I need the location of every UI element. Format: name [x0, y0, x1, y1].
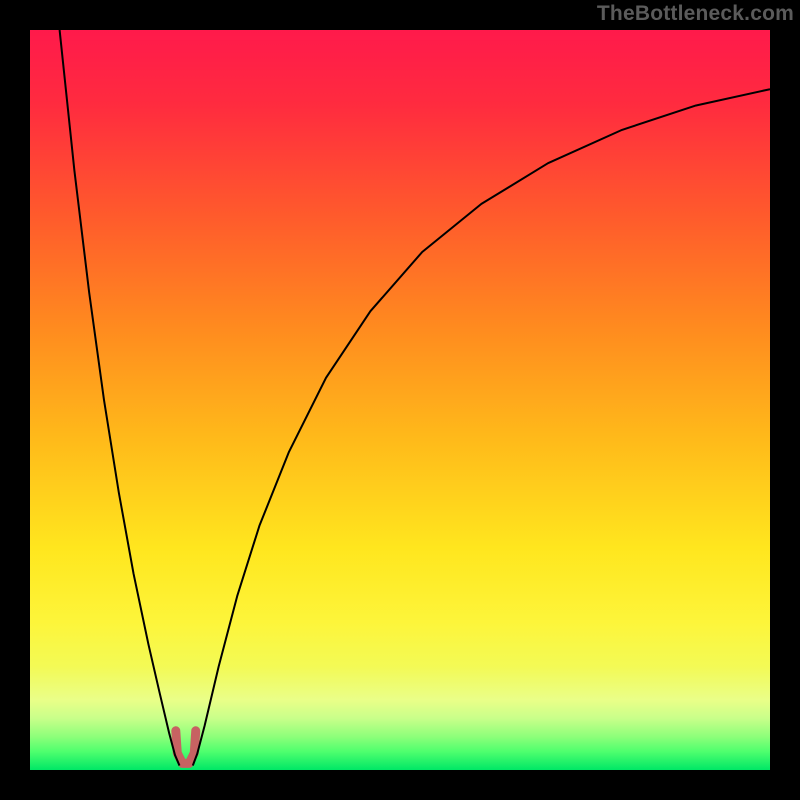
stage: TheBottleneck.com	[0, 0, 800, 800]
gradient-background	[30, 30, 770, 770]
watermark-text: TheBottleneck.com	[597, 2, 794, 26]
plot-area	[30, 30, 770, 770]
chart-svg	[30, 30, 770, 770]
